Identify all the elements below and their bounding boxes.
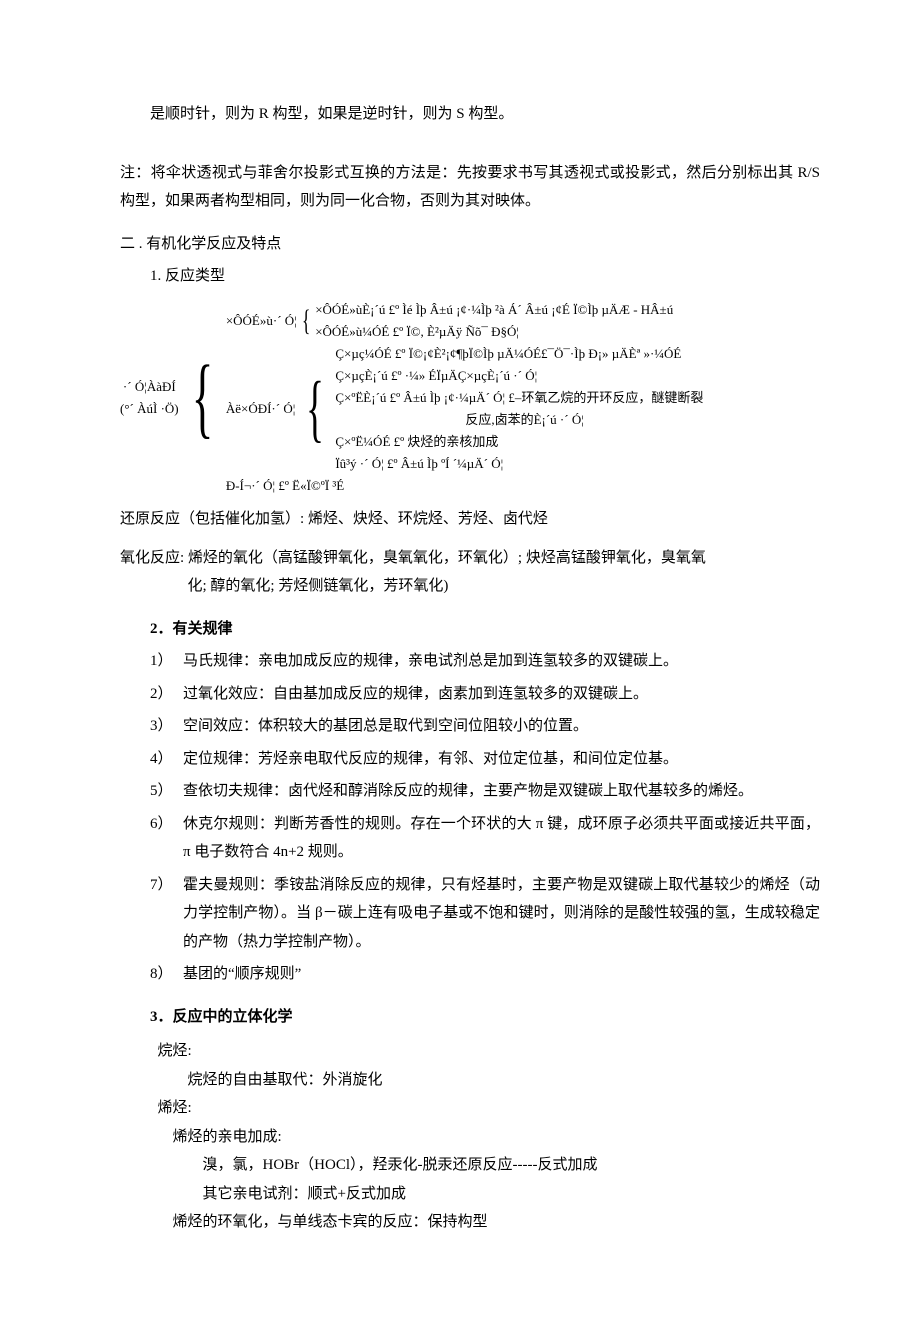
list-item: 2）过氧化效应：自由基加成反应的规律，卤素加到连氢较多的双键碳上。 [150, 680, 820, 709]
subsection-2-3-title: 3．反应中的立体化学 [120, 1003, 820, 1032]
list-item: 5）查依切夫规律：卤代烃和醇消除反应的规律，主要产物是双键碳上取代基较多的烯烃。 [150, 777, 820, 806]
oxidation-line-1: 氧化反应: 烯烃的氧化（高锰酸钾氧化，臭氧氧化，环氧化）; 炔烃高锰酸钾氧化，臭… [120, 544, 820, 573]
subsection-2-2-title: 2．有关规律 [120, 615, 820, 644]
item-text: 休克尔规则：判断芳香性的规则。存在一个环状的大 π 键，成环原子必须共平面或接近… [183, 810, 820, 867]
note-paragraph: 注：将伞状透视式与菲舍尔投影式互换的方法是：先按要求书写其透视式或投影式，然后分… [120, 159, 820, 216]
brace-root-label-2: (°´ ÀúÌ ·Ö) [120, 398, 179, 420]
reaction-type-brace-diagram: ·´ Ó¦ÀàÐÍ (°´ ÀúÌ ·Ö) { ×ÔÓÉ»ù·´ Ó¦ { ×Ô… [120, 299, 820, 498]
top-fragment-line: 是顺时针，则为 R 构型，如果是逆时针，则为 S 构型。 [120, 100, 820, 129]
item-text: 定位规律：芳烃亲电取代反应的规律，有邻、对位定位基，和间位定位基。 [183, 745, 820, 774]
list-item: 1）马氏规律：亲电加成反应的规律，亲电试剂总是加到连氢较多的双键碳上。 [150, 647, 820, 676]
brace-root-label-1: ·´ Ó¦ÀàÐÍ [120, 376, 179, 398]
section-2-title: 二 . 有机化学反应及特点 [120, 230, 820, 259]
item-number: 1） [150, 647, 183, 676]
item-number: 2） [150, 680, 183, 709]
list-item: 6）休克尔规则：判断芳香性的规则。存在一个环状的大 π 键，成环原子必须共平面或… [150, 810, 820, 867]
brace-row3: Đ-Í¬·´ Ó¦ £º Ë«Ï©ºÏ ³É [226, 475, 704, 497]
item-text: 马氏规律：亲电加成反应的规律，亲电试剂总是加到连氢较多的双键碳上。 [183, 647, 820, 676]
item-text: 过氧化效应：自由基加成反应的规律，卤素加到连氢较多的双键碳上。 [183, 680, 820, 709]
brace-row2b: Ç×µçÈ¡´ú £º ·¼» ÉÏµÄÇ×µçÈ¡´ú ·´ Ó¦ [335, 365, 703, 387]
list-item: 4）定位规律：芳烃亲电取代反应的规律，有邻、对位定位基，和间位定位基。 [150, 745, 820, 774]
brace-row2d: Ç×ºË¼ÓÉ £º 炔烃的亲核加成 [335, 431, 703, 453]
brace-row2c-1: Ç×ºËÈ¡´ú £º Â±ú Ìþ ¡¢·¼µÄ´ Ó¦ £–环氧乙烷的开环反… [335, 387, 703, 409]
oxidation-line-2: 化; 醇的氧化; 芳烃侧链氧化，芳环氧化) [120, 572, 820, 601]
brace-glyph-large: { [190, 366, 214, 429]
stereo-line-3: 烯烃: [158, 1094, 821, 1123]
subsection-2-1-title: 1. 反应类型 [120, 262, 820, 291]
stereo-line-6: 其它亲电试剂：顺式+反式加成 [203, 1180, 821, 1209]
brace-row2-label: Àë×ÓÐÍ·´ Ó¦ [226, 398, 296, 420]
brace-glyph-medium: { [305, 383, 325, 436]
spacer [120, 139, 820, 159]
item-number: 7） [150, 871, 183, 957]
item-text: 查依切夫规律：卤代烃和醇消除反应的规律，主要产物是双键碳上取代基较多的烯烃。 [183, 777, 820, 806]
stereo-line-7: 烯烃的环氧化，与单线态卡宾的反应：保持构型 [173, 1208, 821, 1237]
item-text: 基团的“顺序规则” [183, 960, 820, 989]
list-item: 8）基团的“顺序规则” [150, 960, 820, 989]
brace-row1-label: ×ÔÓÉ»ù·´ Ó¦ [226, 310, 297, 332]
brace-row2a: Ç×µç¼ÓÉ £º Ï©¡¢È²¡¢¶þÏ©Ìþ µÄ¼ÓÉ£¯Ö¯·Ìþ Đ… [335, 343, 703, 365]
brace-root-label: ·´ Ó¦ÀàÐÍ (°´ ÀúÌ ·Ö) [120, 376, 179, 420]
item-number: 4） [150, 745, 183, 774]
rules-list: 1）马氏规律：亲电加成反应的规律，亲电试剂总是加到连氢较多的双键碳上。 2）过氧… [120, 647, 820, 989]
list-item: 7）霍夫曼规则：季铵盐消除反应的规律，只有烃基时，主要产物是双键碳上取代基较少的… [150, 871, 820, 957]
item-number: 3） [150, 712, 183, 741]
item-text: 空间效应：体积较大的基团总是取代到空间位阻较小的位置。 [183, 712, 820, 741]
brace-row1b: ×ÔÓÉ»ù¼ÓÉ £º Ï©, È²µÄÿ Ñõ¯ Đ§Ó¦ [315, 321, 673, 343]
item-number: 6） [150, 810, 183, 867]
item-number: 5） [150, 777, 183, 806]
item-number: 8） [150, 960, 183, 989]
stereo-line-5: 溴，氯，HOBr（HOCl），羟汞化-脱汞还原反应-----反式加成 [203, 1151, 821, 1180]
reduction-line: 还原反应（包括催化加氢）: 烯烃、炔烃、环烷烃、芳烃、卤代烃 [120, 505, 820, 534]
stereo-line-1: 烷烃: [158, 1037, 821, 1066]
brace-row1a: ×ÔÓÉ»ùÈ¡´ú £º Ìé Ìþ Â±ú ¡¢·¼Ìþ ²à Á´ Â±ú… [315, 299, 673, 321]
brace-row2e: Ïû³ý ·´ Ó¦ £º Â±ú Ìþ ºÍ ´¼µÄ´ Ó¦ [335, 453, 703, 475]
stereo-line-4: 烯烃的亲电加成: [173, 1123, 821, 1152]
item-text: 霍夫曼规则：季铵盐消除反应的规律，只有烃基时，主要产物是双键碳上取代基较少的烯烃… [183, 871, 820, 957]
brace-glyph-small: { [300, 309, 311, 333]
stereo-line-2: 烷烃的自由基取代：外消旋化 [188, 1066, 821, 1095]
brace-level-1-rows: ×ÔÓÉ»ù·´ Ó¦ { ×ÔÓÉ»ùÈ¡´ú £º Ìé Ìþ Â±ú ¡¢… [226, 299, 704, 498]
brace-row2c-2: 反应,卤苯的È¡´ú ·´ Ó¦ [335, 409, 703, 431]
list-item: 3）空间效应：体积较大的基团总是取代到空间位阻较小的位置。 [150, 712, 820, 741]
